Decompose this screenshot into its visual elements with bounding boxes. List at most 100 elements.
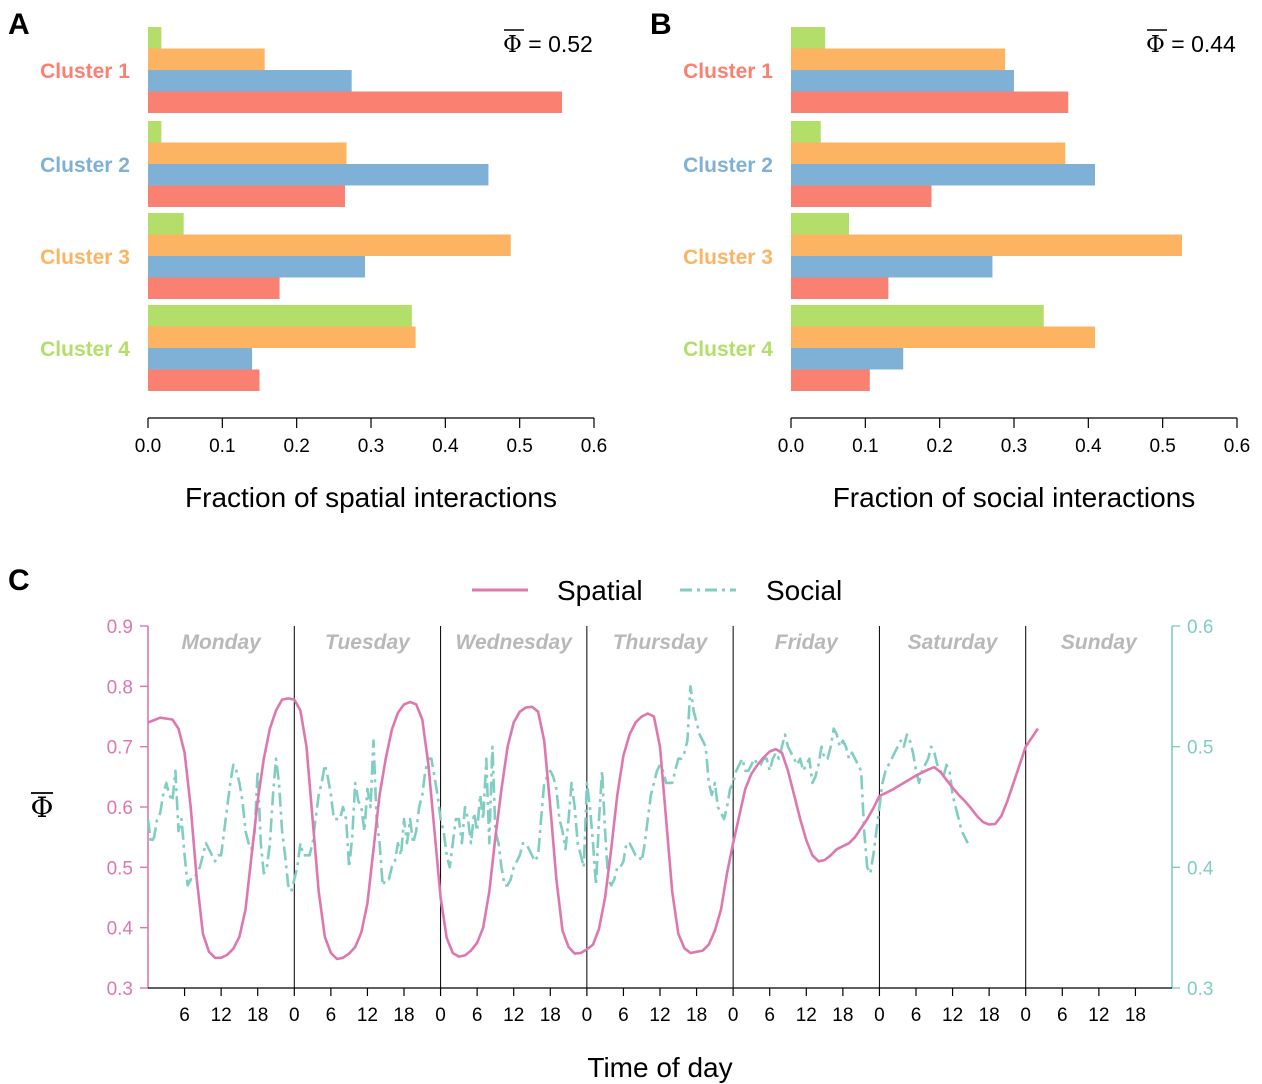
- panel-b-bar-c3-s3: [791, 256, 993, 278]
- hour-tick-label: 18: [832, 1005, 853, 1026]
- panel-b-phi-symbol: Φ: [1146, 32, 1165, 58]
- hour-tick-label: 18: [393, 1005, 414, 1026]
- panel-a-bar-c2-s1: [148, 121, 162, 143]
- hour-tick-label: 0: [874, 1005, 885, 1026]
- panel-c-y-axis-phi: Φ: [31, 791, 54, 824]
- social-series-line: [146, 685, 969, 893]
- right-y-tick-label: 0.4: [1187, 858, 1214, 879]
- panel-a-bar-c2-s4: [148, 185, 345, 207]
- panel-b-bar-c3-s1: [791, 213, 849, 235]
- panel-a-bar-c1-s3: [148, 70, 352, 92]
- panel-b-x-tick-label: 0.1: [852, 436, 878, 457]
- panel-b-cluster-label: Cluster 2: [683, 154, 773, 177]
- hour-tick-label: 0: [1020, 1005, 1031, 1026]
- panel-a-bar-c4-s3: [148, 348, 253, 370]
- panel-a-cluster-label: Cluster 3: [40, 246, 130, 269]
- panel-a-cluster-label: Cluster 2: [40, 154, 130, 177]
- panel-b-bar-c2-s2: [791, 142, 1066, 164]
- day-label-friday: Friday: [775, 631, 839, 654]
- panel-b-cluster-label: Cluster 3: [683, 246, 773, 269]
- panel-b-bar-c2-s1: [791, 121, 821, 143]
- panel-b-bar-c4-s4: [791, 369, 870, 391]
- day-label-saturday: Saturday: [908, 631, 999, 654]
- spatial-series-line: [147, 697, 1039, 961]
- left-y-tick-label: 0.4: [107, 919, 134, 940]
- right-y-tick-label: 0.3: [1187, 979, 1213, 1000]
- legend-social-label: Social: [766, 575, 842, 606]
- left-y-tick-label: 0.8: [107, 677, 133, 698]
- right-y-tick-label: 0.5: [1187, 738, 1213, 759]
- panel-c-y-axis-title: Φ: [31, 791, 54, 824]
- panel-b-x-tick-label: 0.5: [1149, 436, 1175, 457]
- left-y-tick-label: 0.5: [107, 858, 133, 879]
- day-label-tuesday: Tuesday: [325, 631, 411, 654]
- day-label-thursday: Thursday: [613, 631, 709, 654]
- panel-a-x-tick-label: 0.6: [581, 436, 607, 457]
- panel-b-cluster-labels: Cluster 1 Cluster 2 Cluster 3 Cluster 4: [683, 60, 773, 361]
- day-label-monday: Monday: [181, 631, 262, 654]
- panel-letter-b: B: [650, 8, 672, 41]
- panel-a-x-tick-label: 0.4: [432, 436, 459, 457]
- panel-b-bar-c2-s3: [791, 164, 1096, 186]
- hour-tick-label: 6: [326, 1005, 337, 1026]
- hour-tick-label: 18: [1125, 1005, 1146, 1026]
- panel-a-bar-c1-s2: [148, 48, 265, 70]
- panel-a-bar-c1-s1: [148, 27, 162, 49]
- hour-tick-label: 12: [649, 1005, 670, 1026]
- panel-a-bar-c3-s4: [148, 277, 280, 299]
- panel-b-phi-value: = 0.44: [1165, 31, 1236, 57]
- hour-tick-label: 6: [1057, 1005, 1068, 1026]
- right-y-ticks: 0.3 0.4 0.5 0.6: [1172, 617, 1214, 1000]
- legend: Spatial Social: [472, 575, 842, 606]
- panel-a-bar-c4-s2: [148, 326, 416, 348]
- panel-a-bar-c2-s3: [148, 164, 489, 186]
- panel-a-bar-c3-s2: [148, 234, 511, 256]
- panel-a-cluster-labels: Cluster 1 Cluster 2 Cluster 3 Cluster 4: [40, 60, 130, 361]
- panel-a-x-ticks: 0.0 0.1 0.2 0.3 0.4 0.5 0.6: [135, 418, 607, 457]
- left-y-tick-label: 0.7: [107, 738, 133, 759]
- hour-tick-label: 6: [764, 1005, 775, 1026]
- panel-a-x-axis-title: Fraction of spatial interactions: [185, 482, 557, 513]
- panel-b-x-tick-label: 0.4: [1075, 436, 1102, 457]
- day-separators: [293, 626, 1027, 988]
- left-y-tick-label: 0.6: [107, 798, 133, 819]
- panel-b-x-tick-label: 0.0: [778, 436, 804, 457]
- day-label-wednesday: Wednesday: [456, 631, 574, 654]
- panel-b-x-tick-label: 0.2: [926, 436, 952, 457]
- panel-b-x-tick-label: 0.6: [1224, 436, 1250, 457]
- panel-b-cluster-label: Cluster 4: [683, 338, 773, 361]
- hour-tick-label: 12: [942, 1005, 963, 1026]
- hour-tick-label: 12: [503, 1005, 524, 1026]
- hour-tick-label: 18: [979, 1005, 1000, 1026]
- panel-b-bar-c3-s4: [791, 277, 889, 299]
- panel-a-bar-c1-s4: [148, 91, 563, 113]
- panel-b-phi-annotation: Φ = 0.44: [1146, 31, 1236, 58]
- panel-letter-c: C: [8, 564, 30, 597]
- panel-b-x-tick-label: 0.3: [1001, 436, 1027, 457]
- right-y-tick-label: 0.6: [1187, 617, 1213, 638]
- panel-b-x-axis-title: Fraction of social interactions: [833, 482, 1196, 513]
- panel-a-x-tick-label: 0.5: [506, 436, 532, 457]
- panel-b-bar-c4-s1: [791, 305, 1044, 327]
- hour-tick-label: 6: [179, 1005, 190, 1026]
- hour-tick-label: 18: [540, 1005, 561, 1026]
- panel-a-bar-c4-s1: [148, 305, 412, 327]
- hour-tick-label: 0: [728, 1005, 739, 1026]
- panel-a-x-tick-label: 0.2: [283, 436, 309, 457]
- hour-tick-label: 18: [247, 1005, 268, 1026]
- hour-tick-label: 12: [211, 1005, 232, 1026]
- panel-a-x-tick-label: 0.3: [358, 436, 384, 457]
- panel-letter-a: A: [8, 8, 30, 41]
- panel-a-bar-c2-s2: [148, 142, 347, 164]
- panel-b-bar-c4-s2: [791, 326, 1096, 348]
- hour-tick-label: 6: [911, 1005, 922, 1026]
- panel-b-cluster-label: Cluster 1: [683, 60, 773, 83]
- hour-tick-label: 12: [1088, 1005, 1109, 1026]
- panel-a-phi-symbol: Φ: [503, 32, 522, 58]
- panel-b-bar-c4-s3: [791, 348, 904, 370]
- panel-c-x-axis-title: Time of day: [587, 1052, 732, 1083]
- panel-b-bar-c1-s1: [791, 27, 826, 49]
- day-labels: Monday Tuesday Wednesday Thursday Friday Satu…: [181, 631, 1138, 654]
